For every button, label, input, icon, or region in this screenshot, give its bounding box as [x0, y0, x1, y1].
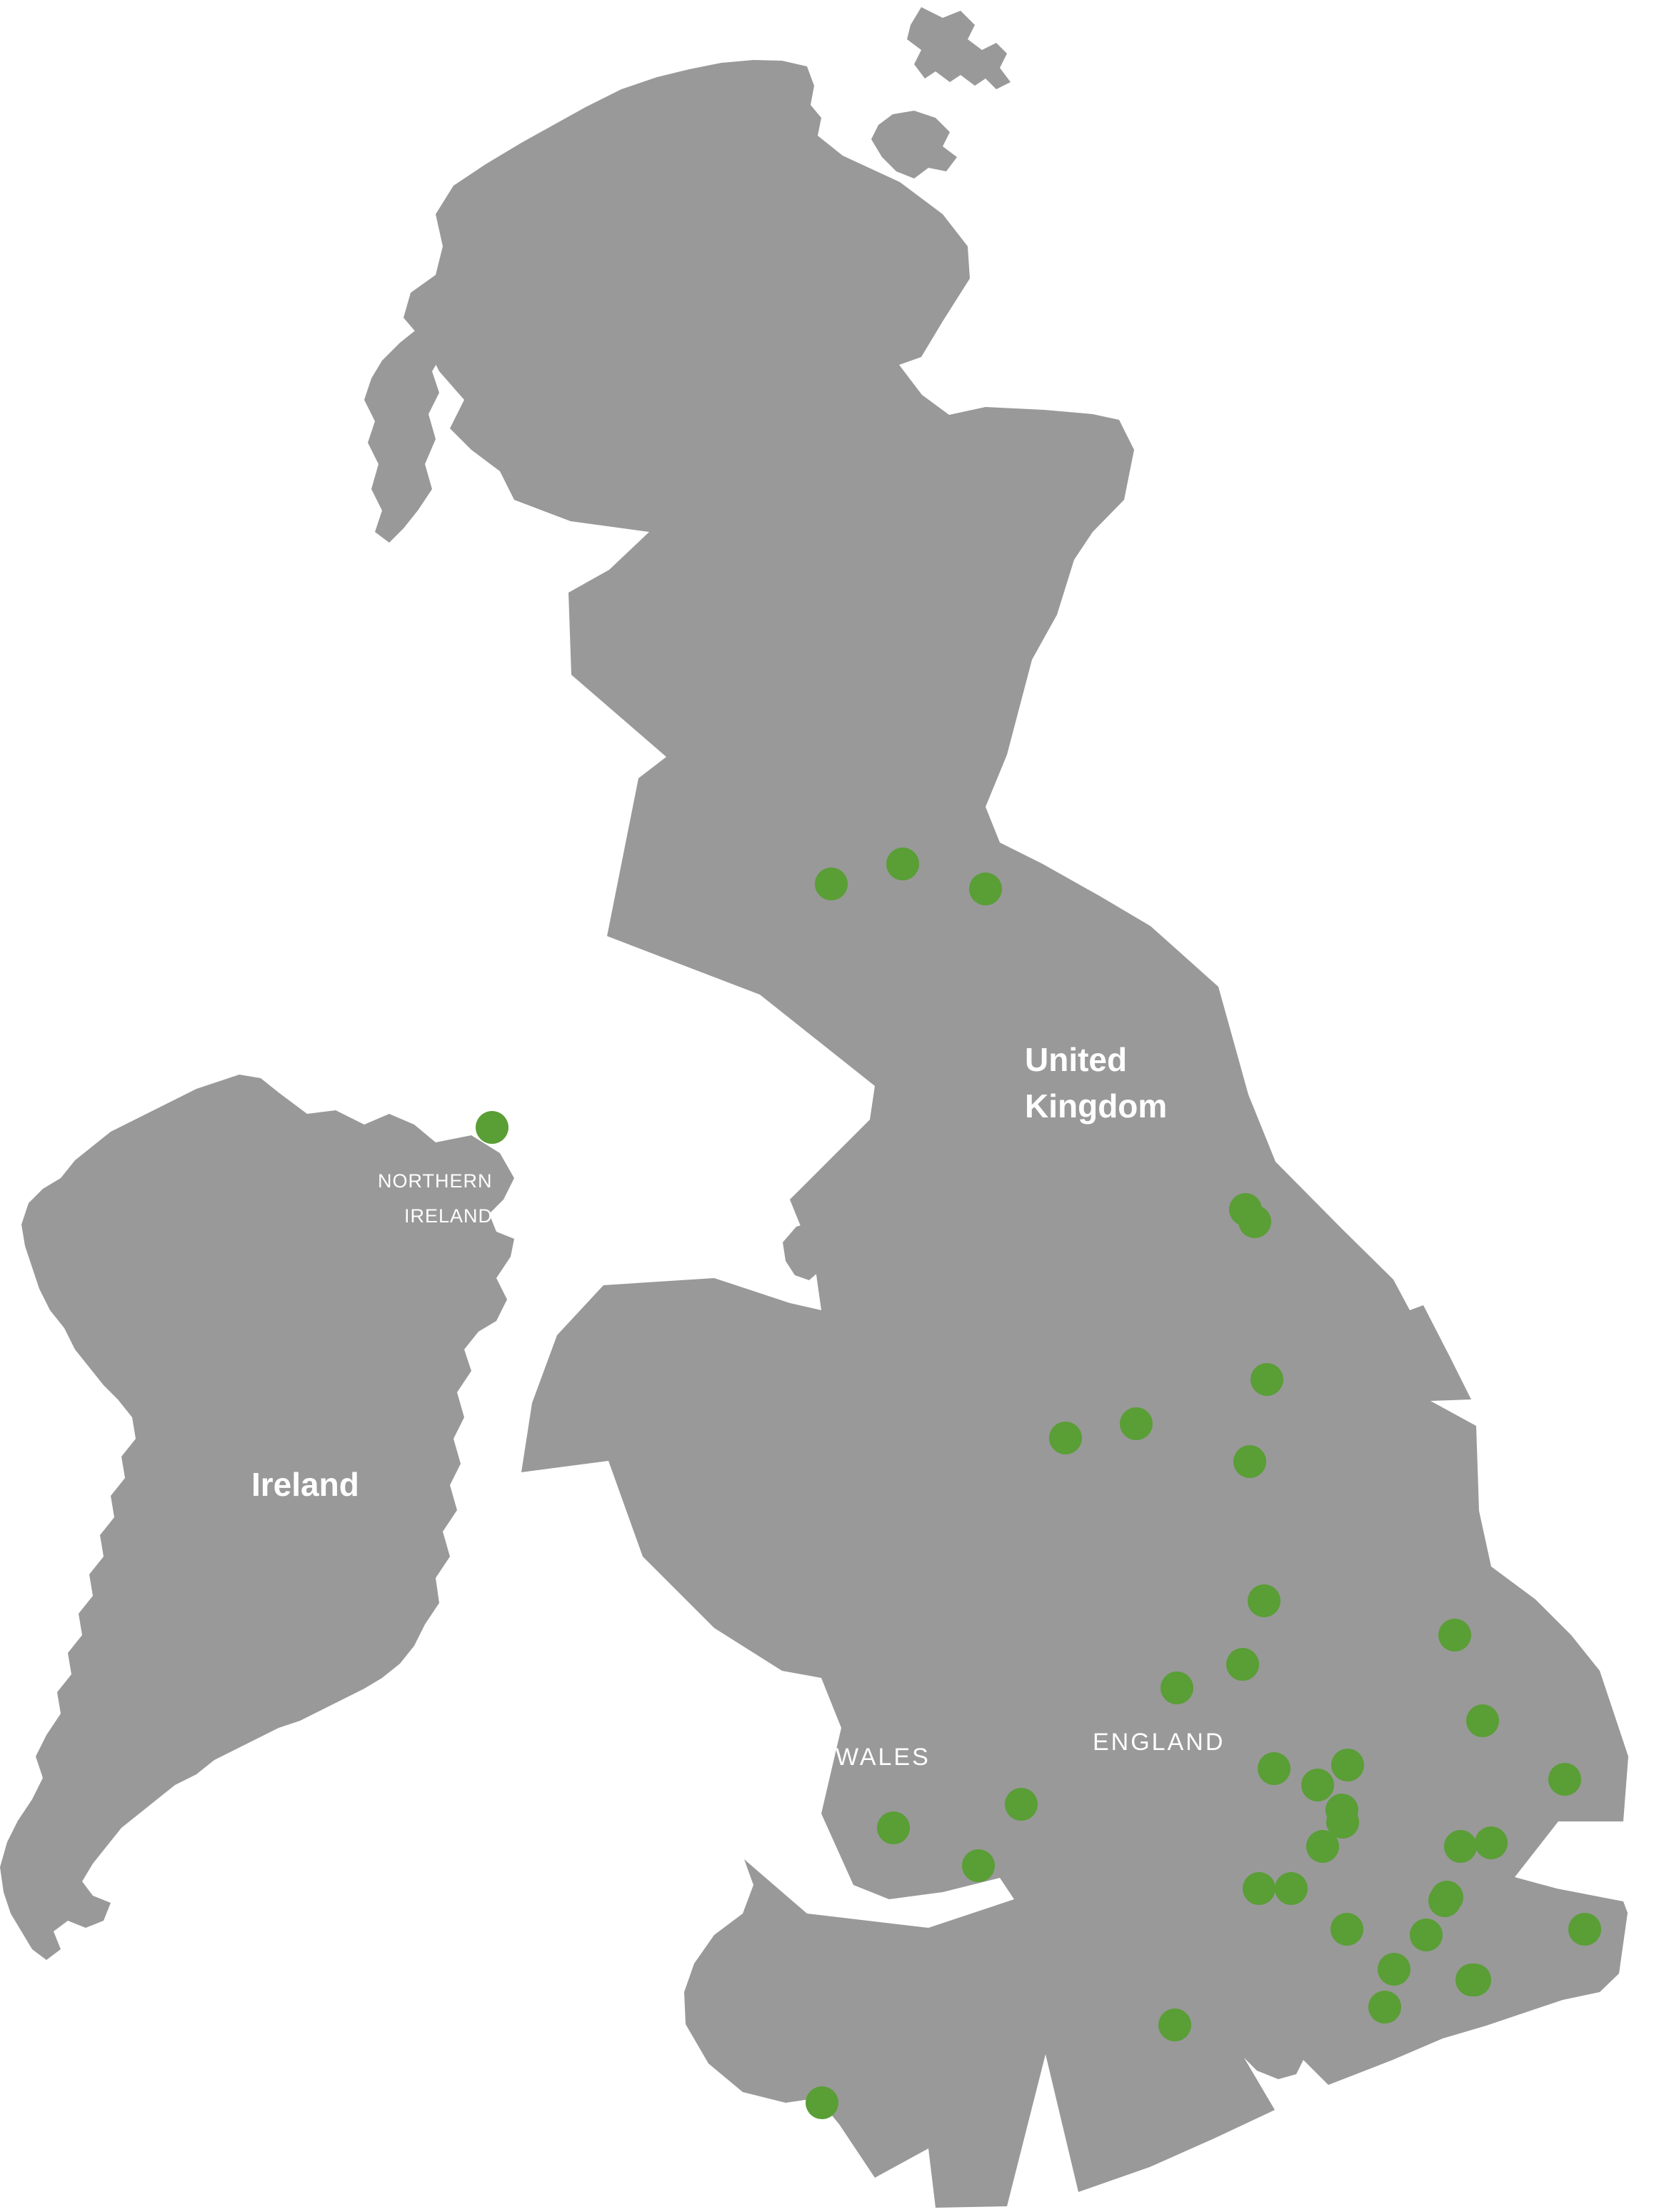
svg-text:WALES: WALES [836, 1744, 931, 1771]
svg-text:Ireland: Ireland [251, 1466, 359, 1503]
svg-text:United: United [1025, 1041, 1127, 1078]
svg-text:IRELAND: IRELAND [404, 1205, 493, 1227]
svg-text:Kingdom: Kingdom [1025, 1087, 1167, 1125]
svg-text:ENGLAND: ENGLAND [1093, 1729, 1225, 1756]
svg-text:NORTHERN: NORTHERN [378, 1170, 493, 1192]
